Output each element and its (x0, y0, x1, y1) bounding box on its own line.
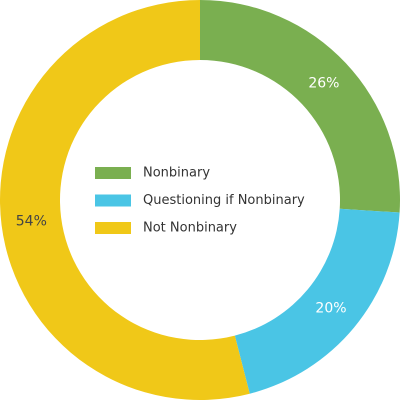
legend-swatch (95, 222, 131, 234)
legend-text: Not Nonbinary (143, 221, 237, 236)
legend-text: Nonbinary (143, 166, 210, 181)
donut-slice (234, 208, 400, 394)
donut-slice (200, 0, 400, 213)
legend-text: Questioning if Nonbinary (143, 193, 305, 208)
legend-swatch (95, 167, 131, 179)
legend-swatch (95, 194, 131, 207)
donut-slice (0, 0, 250, 400)
value-label: 26% (308, 76, 339, 92)
value-label: 54% (16, 213, 47, 229)
value-label: 20% (315, 300, 346, 316)
